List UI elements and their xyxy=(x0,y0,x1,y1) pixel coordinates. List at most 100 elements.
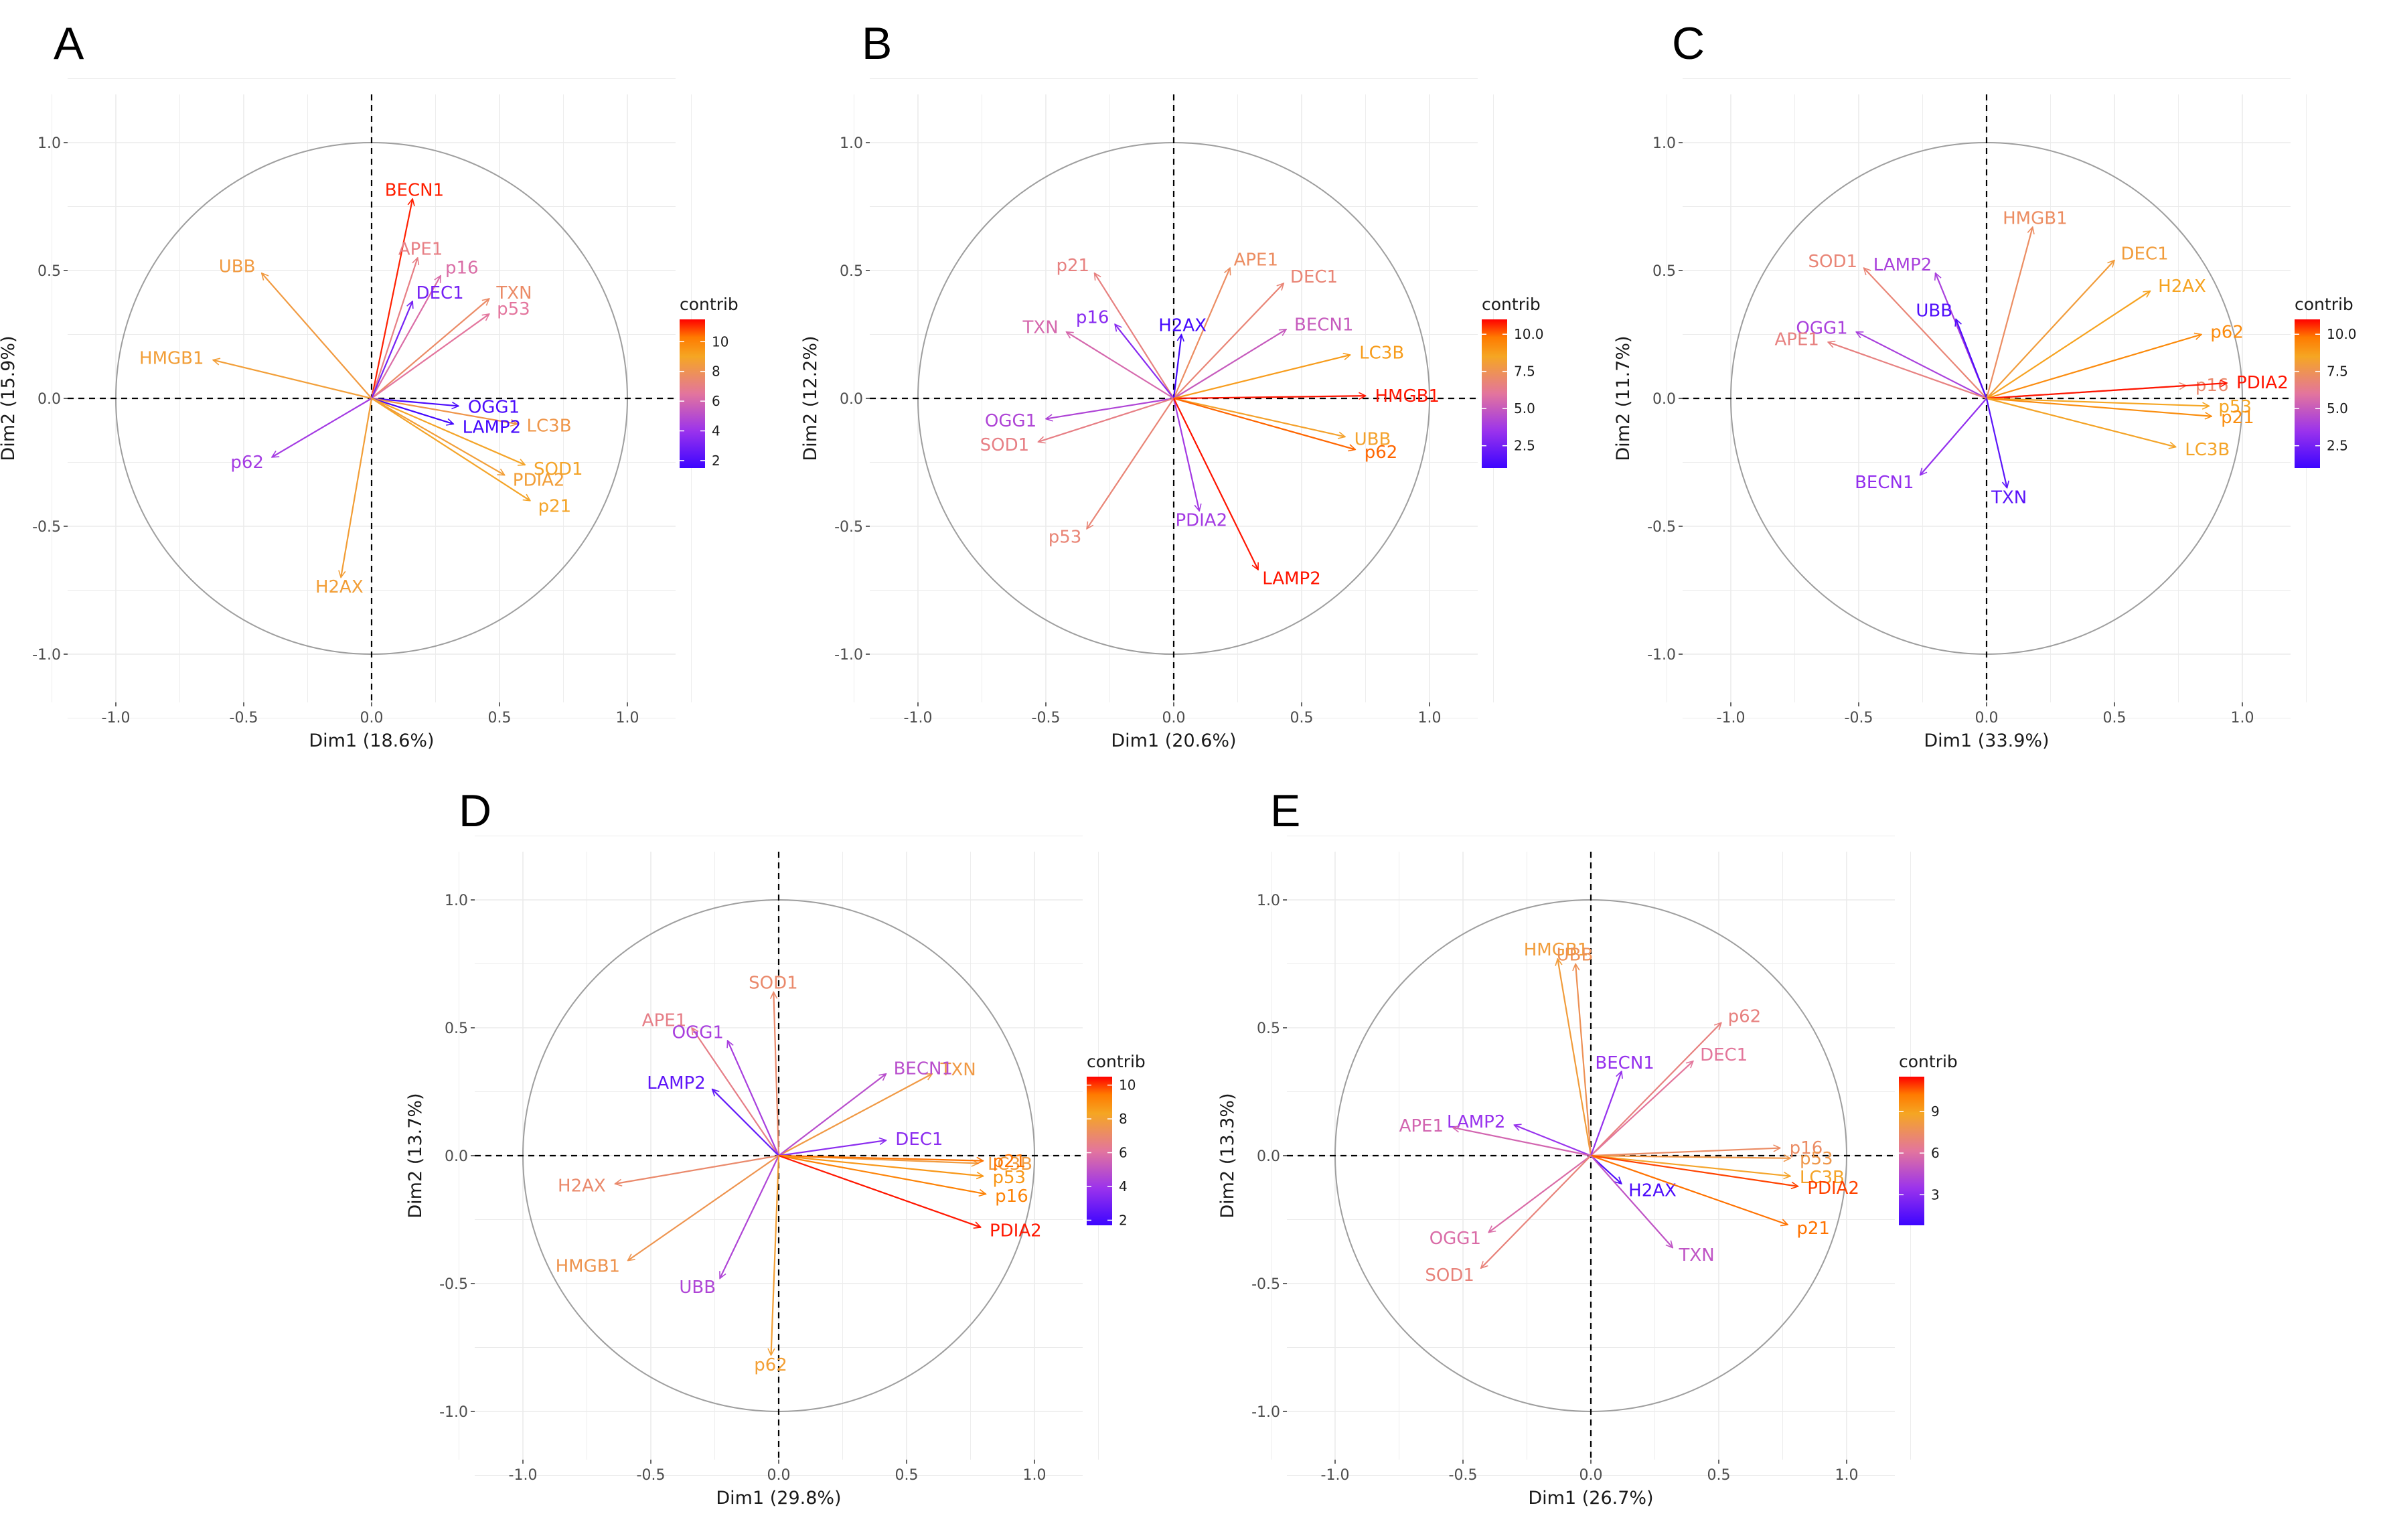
legend-tick-label: 6 xyxy=(1931,1145,1940,1161)
legend-colorbar xyxy=(1482,319,1507,468)
panel-E: E -1.0 -0.5 0.0 0.5 1.0 -1.0 -0.5 0.0 0.5 1.0 Dim1 … xyxy=(1217,785,1958,1509)
y-tick-label: 0.5 xyxy=(1652,263,1676,280)
legend-title: contrib xyxy=(1482,295,1541,314)
variable-label: p16 xyxy=(2195,376,2229,396)
arrow-txn xyxy=(1590,1155,1673,1248)
variable-label: UBB xyxy=(1916,301,1952,321)
y-axis-title: Dim2 (15.9%) xyxy=(0,335,19,461)
variable-label: UBB xyxy=(219,256,256,277)
y-tick-label: -0.5 xyxy=(439,1276,468,1293)
variable-label: LC3B xyxy=(1800,1168,1845,1188)
legend-tick-label: 2 xyxy=(712,453,720,469)
arrow-dec1 xyxy=(1590,1061,1693,1156)
y-tick-label: -1.0 xyxy=(1251,1404,1280,1421)
variable-label: APE1 xyxy=(642,1010,686,1030)
legend-title: contrib xyxy=(2295,295,2353,314)
x-axis-title: Dim1 (33.9%) xyxy=(1924,730,2049,751)
arrow-ogg1 xyxy=(371,397,459,406)
variable-label: H2AX xyxy=(2158,277,2206,297)
arrow-dec1 xyxy=(778,1140,886,1157)
legend-tick-label: 2 xyxy=(1119,1212,1128,1228)
y-axis-title: Dim2 (13.3%) xyxy=(1217,1093,1238,1218)
variable-label: DEC1 xyxy=(416,283,464,303)
arrow-h2ax xyxy=(1986,291,2150,399)
arrow-lamp2 xyxy=(371,397,453,424)
arrow-ubb xyxy=(262,273,372,399)
variable-label: TXN xyxy=(1991,487,2027,508)
panel-B: B -1.0 -0.5 0.0 0.5 1.0 -1.0 -0.5 0.0 0.5 1.0 Dim1 … xyxy=(800,18,1544,751)
legend-tick-label: 10 xyxy=(712,333,728,350)
variable-label: LC3B xyxy=(527,416,572,437)
arrow-lamp2 xyxy=(712,1089,779,1156)
variable-label: H2AX xyxy=(1158,316,1207,336)
arrow-p53 xyxy=(1986,397,2209,406)
y-tick-label: -0.5 xyxy=(834,519,863,536)
x-tick-label: 1.0 xyxy=(616,710,639,726)
variable-label: HMGB1 xyxy=(1375,386,1440,406)
x-tick-label: 0.0 xyxy=(767,1467,791,1484)
arrow-ape1 xyxy=(1453,1128,1592,1157)
variable-label: HMGB1 xyxy=(2003,209,2068,229)
arrow-pdia2 xyxy=(1172,398,1199,511)
variable-label: LC3B xyxy=(2185,440,2230,460)
x-tick-label: 1.0 xyxy=(1418,710,1442,726)
variable-label: p62 xyxy=(1365,443,1398,463)
arrow-txn xyxy=(1067,332,1174,399)
panel-letter: D xyxy=(459,785,491,836)
arrow-txn xyxy=(371,299,489,399)
arrow-h2ax xyxy=(1172,335,1181,399)
variable-label: p16 xyxy=(1790,1138,1823,1158)
y-tick-label: 0.0 xyxy=(37,391,61,408)
arrow-pdia2 xyxy=(778,1154,981,1227)
x-tick-label: 0.5 xyxy=(895,1467,919,1484)
variable-label: H2AX xyxy=(558,1176,606,1196)
arrow-dec1 xyxy=(1173,283,1284,399)
variable-label: LAMP2 xyxy=(1447,1112,1506,1132)
y-tick-label: 0.0 xyxy=(1652,391,1676,408)
arrow-p62 xyxy=(771,1155,780,1355)
variable-label: DEC1 xyxy=(1290,267,1338,287)
panel-letter: E xyxy=(1270,785,1300,836)
variable-label: HMGB1 xyxy=(556,1257,621,1277)
arrow-p21 xyxy=(1095,273,1174,399)
arrow-pdia2 xyxy=(371,398,505,476)
arrow-becn1 xyxy=(370,199,412,399)
arrow-hmgb1 xyxy=(1557,959,1592,1156)
variable-label: DEC1 xyxy=(1700,1045,1748,1065)
arrow-sod1 xyxy=(1481,1155,1592,1268)
arrow-hmgb1 xyxy=(1985,227,2033,399)
arrow-becn1 xyxy=(1920,398,1987,475)
arrow-becn1 xyxy=(778,1074,886,1156)
variable-label: HMGB1 xyxy=(1524,940,1589,960)
variable-label: LAMP2 xyxy=(647,1073,706,1093)
arrow-ubb xyxy=(1173,397,1345,437)
variable-label: LC3B xyxy=(988,1154,1032,1174)
legend-tick-label: 3 xyxy=(1931,1186,1940,1203)
arrow-p21 xyxy=(371,398,530,501)
y-tick-label: 0.0 xyxy=(840,391,863,408)
variable-label: SOD1 xyxy=(1808,252,1858,272)
x-tick-label: 0.5 xyxy=(2103,710,2127,726)
arrow-p62 xyxy=(272,398,372,458)
x-tick-label: -0.5 xyxy=(1032,710,1061,726)
contrib-legend: contrib 2.5 5.0 7.5 10.0 xyxy=(1482,295,1544,468)
variable-label: p16 xyxy=(1076,307,1109,327)
variable-label: p21 xyxy=(993,1152,1026,1172)
contrib-legend: contrib 2.5 5.0 7.5 10.0 xyxy=(2295,295,2357,468)
variable-label: LAMP2 xyxy=(463,417,522,437)
legend-tick-label: 8 xyxy=(1119,1111,1128,1127)
variable-label: TXN xyxy=(1022,317,1059,337)
variable-label: OGG1 xyxy=(1796,318,1847,338)
arrow-dec1 xyxy=(370,301,412,399)
arrow-lc3b xyxy=(371,397,518,424)
x-tick-label: 1.0 xyxy=(1023,1467,1047,1484)
legend-colorbar xyxy=(680,319,705,468)
arrow-p21 xyxy=(778,1154,984,1161)
arrow-ogg1 xyxy=(728,1041,780,1156)
contrib-legend: contrib 3 6 9 xyxy=(1899,1052,1958,1225)
y-tick-label: 0.0 xyxy=(1257,1148,1280,1165)
variable-label: p21 xyxy=(1057,256,1090,276)
variable-label: LAMP2 xyxy=(1873,255,1932,275)
variable-label: APE1 xyxy=(1399,1116,1444,1136)
